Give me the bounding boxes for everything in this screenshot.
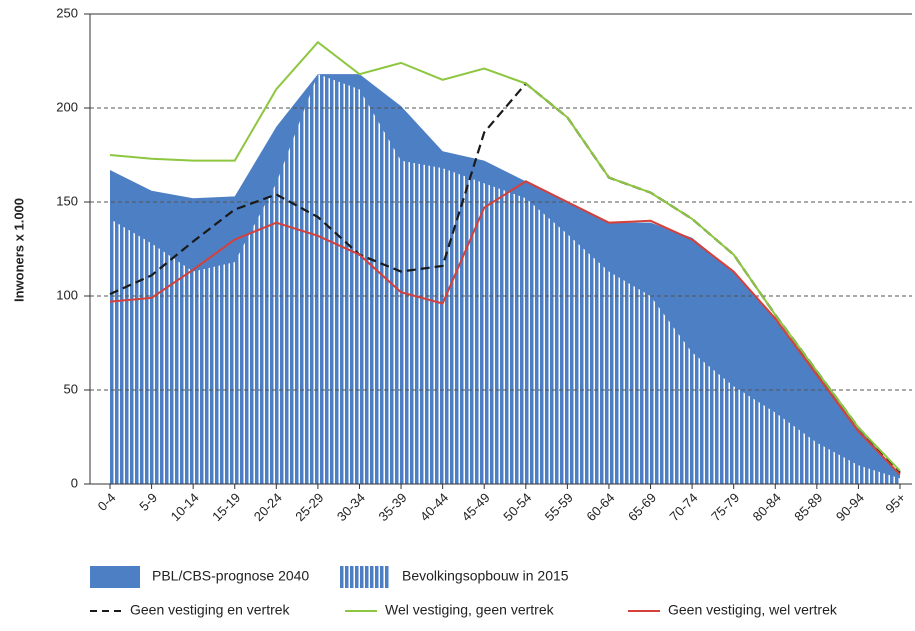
line	[109, 40, 901, 472]
x-tick-label: 20-24	[251, 490, 285, 524]
x-tick-label: 25-29	[292, 490, 326, 524]
x-tick-label: 45-49	[459, 490, 493, 524]
x-tick-label: 10-14	[168, 490, 202, 524]
y-axis-label: Inwoners x 1.000	[11, 198, 26, 302]
x-tick-label: 40-44	[417, 490, 451, 524]
legend-swatch	[90, 566, 140, 588]
y-tick-label: 0	[71, 475, 78, 490]
legend-swatch	[340, 566, 390, 588]
x-tick-label: 0-4	[95, 490, 119, 514]
y-tick-label: 100	[56, 287, 78, 302]
x-tick-label: 90-94	[833, 490, 867, 524]
y-tick-label: 50	[64, 381, 78, 396]
x-tick-label: 55-59	[542, 490, 576, 524]
y-tick-label: 250	[56, 5, 78, 20]
x-tick-label: 85-89	[791, 490, 825, 524]
x-tick-label: 35-39	[375, 490, 409, 524]
y-tick-label: 200	[56, 99, 78, 114]
x-tick-label: 50-54	[500, 490, 534, 524]
legend-label: PBL/CBS-prognose 2040	[152, 568, 309, 584]
x-tick-label: 80-84	[750, 490, 784, 524]
y-tick-label: 150	[56, 193, 78, 208]
line	[109, 180, 901, 476]
x-tick-label: 5-9	[136, 490, 160, 514]
x-tick-label: 15-19	[209, 490, 243, 524]
legend-label: Geen vestiging en vertrek	[130, 602, 291, 618]
legend-label: Bevolkingsopbouw in 2015	[402, 568, 569, 584]
area	[110, 74, 900, 484]
x-tick-label: 30-34	[334, 490, 368, 524]
x-tick-label: 70-74	[667, 490, 701, 524]
x-tick-label: 60-64	[583, 490, 617, 524]
x-tick-label: 95+	[882, 490, 908, 516]
x-tick-label: 75-79	[708, 490, 742, 524]
x-tick-label: 65-69	[625, 490, 659, 524]
legend-label: Geen vestiging, wel vertrek	[668, 602, 838, 618]
legend-label: Wel vestiging, geen vertrek	[385, 602, 555, 618]
